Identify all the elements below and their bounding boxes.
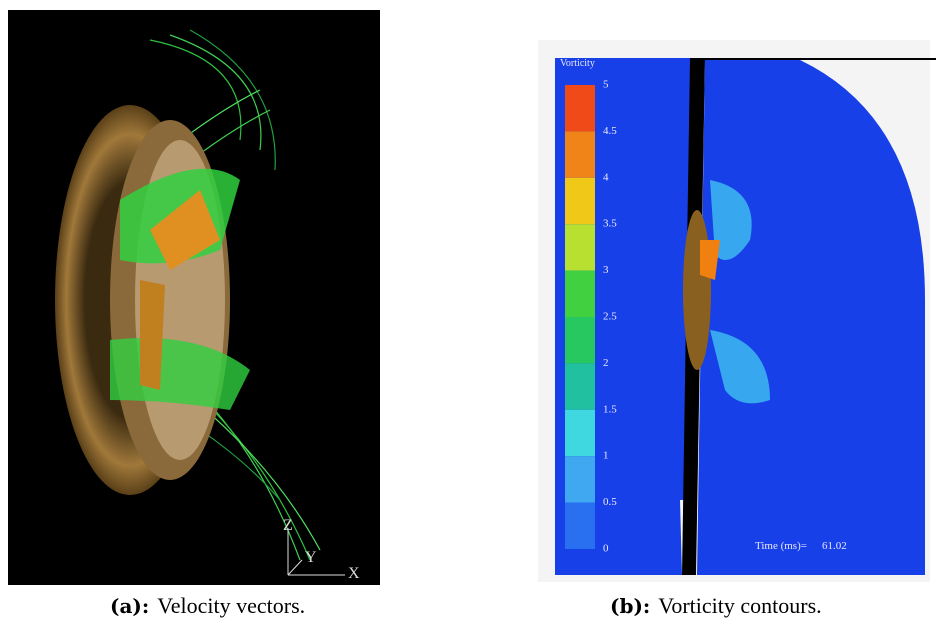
vorticity-patch: [710, 180, 752, 260]
colorbar-tick-label: 1: [603, 450, 609, 462]
colorbar-segment: [565, 224, 595, 271]
vorticity-patch: [710, 330, 770, 404]
axis-label: X: [348, 565, 360, 582]
colorbar-tick-label: 0.5: [603, 496, 617, 508]
vorticity-core: [700, 240, 720, 280]
colorbar-tick-label: 1.5: [603, 403, 617, 415]
caption-text: Vorticity contours.: [658, 593, 821, 618]
axis-label: Y: [305, 549, 317, 566]
caption-label: (a):: [110, 594, 149, 618]
axis-label: Z: [283, 517, 293, 534]
colorbar-segment: [565, 363, 595, 410]
domain-right: [697, 60, 925, 575]
colorbar-segment: [565, 502, 595, 549]
colorbar-segment: [565, 177, 595, 225]
colorbar-tick-label: 3: [603, 264, 609, 276]
caption-label: (b):: [610, 594, 650, 618]
time-label: Time (ms)=: [755, 540, 807, 552]
time-value: 61.02: [822, 540, 847, 552]
colorbar-segment: [565, 270, 595, 317]
colorbar-tick-label: 5: [603, 79, 609, 91]
colorbar-tick-label: 2: [603, 357, 609, 369]
caption-text: Velocity vectors.: [157, 593, 305, 618]
colorbar-segment: [565, 317, 595, 364]
caption-label: (a): Velocity vectors.: [110, 593, 305, 618]
colorbar-segment: [565, 85, 595, 132]
colorbar-segment: [565, 456, 595, 503]
colorbar-tick-label: 3.5: [603, 218, 617, 230]
axis-triad: [287, 528, 345, 576]
colorbar-segment: [565, 131, 595, 178]
strut: [140, 280, 165, 390]
colorbar-tick-label: 2.5: [603, 311, 617, 323]
colorbar-tick-label: 4.5: [603, 125, 617, 137]
panel-a: Z Y X: [8, 10, 380, 585]
caliper: [150, 190, 220, 270]
colorbar-tick-label: 0: [603, 543, 609, 555]
wheel: [683, 210, 711, 370]
panel-b: Vorticity Time (ms)= 61.02 5 4.5 4 3.5 3 2.5 2…: [538, 40, 936, 582]
caption-label: (b): Vorticity contours.: [610, 593, 822, 618]
colorbar-tick-label: 4: [603, 171, 609, 183]
colorbar-segment: [565, 409, 595, 457]
colorbar-title: Vorticity: [560, 58, 595, 69]
